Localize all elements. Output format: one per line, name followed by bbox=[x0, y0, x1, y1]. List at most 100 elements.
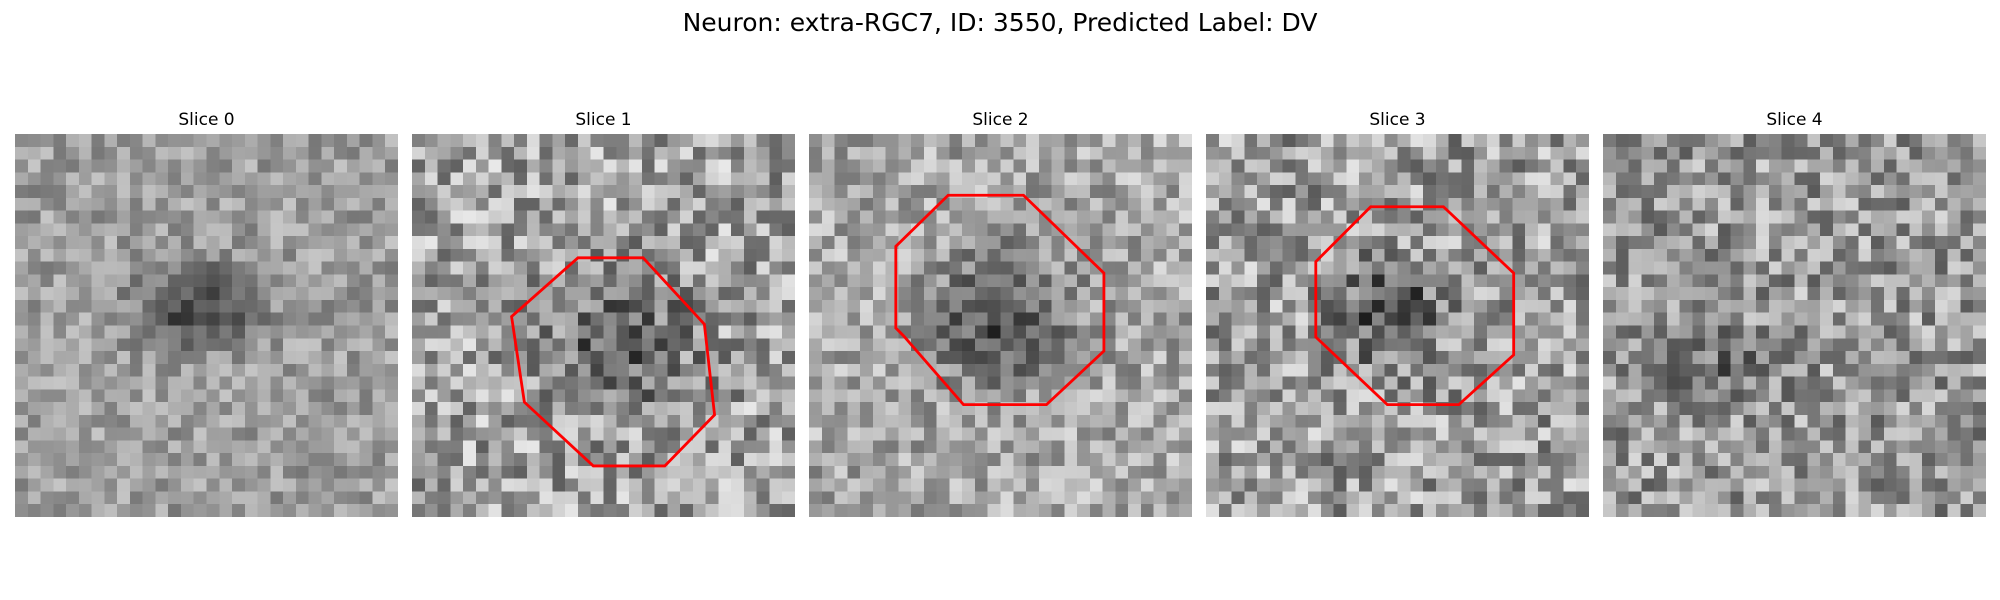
pixel bbox=[308, 312, 322, 326]
pixel bbox=[257, 248, 271, 262]
pixel bbox=[1051, 210, 1065, 224]
pixel bbox=[692, 453, 706, 467]
pixel bbox=[718, 236, 732, 250]
pixel bbox=[334, 197, 348, 211]
pixel bbox=[1550, 504, 1564, 517]
pixel bbox=[1000, 440, 1014, 454]
pixel bbox=[552, 185, 566, 199]
pixel bbox=[1461, 210, 1475, 224]
pixel bbox=[718, 351, 732, 365]
pixel bbox=[782, 376, 795, 390]
pixel bbox=[1973, 453, 1986, 467]
pixel bbox=[129, 414, 143, 428]
pixel bbox=[680, 465, 694, 479]
pixel bbox=[1794, 261, 1808, 275]
pixel bbox=[1089, 389, 1103, 403]
pixel bbox=[1257, 287, 1271, 301]
pixel bbox=[860, 312, 874, 326]
pixel bbox=[450, 414, 464, 428]
pixel bbox=[359, 312, 373, 326]
pixel bbox=[974, 172, 988, 186]
pixel bbox=[142, 402, 156, 416]
pixel bbox=[949, 159, 963, 173]
pixel bbox=[78, 146, 92, 160]
pixel bbox=[514, 197, 528, 211]
pixel bbox=[1934, 287, 1948, 301]
pixel bbox=[1973, 146, 1986, 160]
pixel bbox=[1397, 389, 1411, 403]
pixel bbox=[1231, 325, 1245, 339]
pixel bbox=[1231, 287, 1245, 301]
pixel bbox=[1807, 287, 1821, 301]
pixel bbox=[244, 363, 258, 377]
pixel bbox=[1654, 325, 1668, 339]
pixel bbox=[283, 338, 297, 352]
pixel bbox=[1730, 134, 1744, 148]
pixel bbox=[129, 325, 143, 339]
pixel bbox=[1102, 376, 1116, 390]
pixel bbox=[1333, 159, 1347, 173]
pixel bbox=[667, 210, 681, 224]
pixel bbox=[1153, 338, 1167, 352]
pixel bbox=[1820, 325, 1834, 339]
pixel bbox=[359, 325, 373, 339]
pixel bbox=[463, 504, 477, 517]
pixel bbox=[1359, 248, 1373, 262]
pixel bbox=[974, 389, 988, 403]
pixel bbox=[155, 402, 169, 416]
pixel bbox=[526, 299, 540, 313]
pixel bbox=[1615, 414, 1629, 428]
pixel bbox=[1768, 172, 1782, 186]
pixel bbox=[450, 351, 464, 365]
pixel bbox=[1244, 197, 1258, 211]
pixel bbox=[283, 197, 297, 211]
pixel bbox=[1576, 172, 1589, 186]
pixel bbox=[424, 134, 438, 148]
pixel bbox=[616, 325, 630, 339]
pixel bbox=[1384, 312, 1398, 326]
pixel bbox=[577, 351, 591, 365]
pixel bbox=[1410, 504, 1424, 517]
pixel bbox=[514, 312, 528, 326]
pixel bbox=[1717, 465, 1731, 479]
pixel bbox=[1692, 185, 1706, 199]
pixel bbox=[1947, 261, 1961, 275]
pixel bbox=[1641, 491, 1655, 505]
pixel bbox=[66, 248, 80, 262]
pixel bbox=[463, 402, 477, 416]
pixel bbox=[1257, 325, 1271, 339]
pixel bbox=[424, 453, 438, 467]
pixel bbox=[66, 478, 80, 492]
pixel bbox=[501, 325, 515, 339]
pixel bbox=[1166, 453, 1180, 467]
pixel bbox=[475, 325, 489, 339]
pixel bbox=[1179, 453, 1192, 467]
pixel bbox=[756, 440, 770, 454]
pixel bbox=[1692, 504, 1706, 517]
pixel bbox=[283, 159, 297, 173]
pixel bbox=[718, 325, 732, 339]
pixel bbox=[847, 261, 861, 275]
pixel bbox=[629, 134, 643, 148]
pixel bbox=[1641, 197, 1655, 211]
pixel bbox=[1717, 504, 1731, 517]
pixel bbox=[911, 236, 925, 250]
pixel bbox=[1269, 376, 1283, 390]
pixel bbox=[809, 389, 823, 403]
pixel bbox=[1730, 504, 1744, 517]
pixel bbox=[206, 363, 220, 377]
pixel bbox=[142, 287, 156, 301]
pixel bbox=[1563, 402, 1577, 416]
pixel bbox=[860, 210, 874, 224]
pixel bbox=[488, 363, 502, 377]
pixel bbox=[847, 414, 861, 428]
pixel bbox=[514, 210, 528, 224]
pixel bbox=[987, 351, 1001, 365]
pixel bbox=[142, 465, 156, 479]
pixel bbox=[1295, 427, 1309, 441]
pixel bbox=[1756, 427, 1770, 441]
pixel bbox=[1486, 210, 1500, 224]
pixel bbox=[1064, 414, 1078, 428]
pixel bbox=[590, 197, 604, 211]
pixel bbox=[1807, 134, 1821, 148]
